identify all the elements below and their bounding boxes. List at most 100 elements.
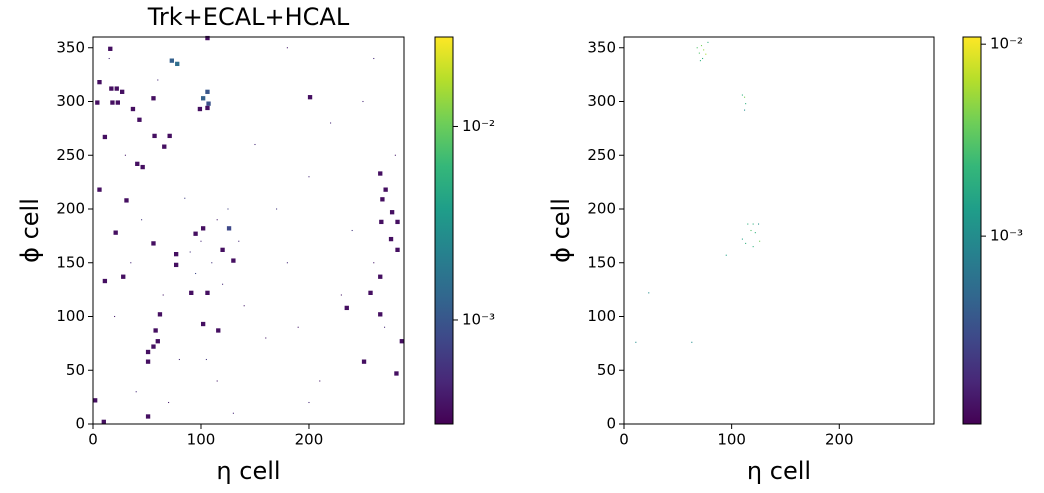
- cell: [200, 226, 206, 231]
- cell: [254, 143, 256, 146]
- cell: [220, 247, 225, 252]
- y-tick-label: 350: [587, 38, 616, 56]
- cell: [389, 210, 395, 215]
- cell: [745, 242, 747, 244]
- cell: [162, 144, 167, 149]
- y-tick-label: 0: [75, 415, 85, 433]
- cell: [216, 380, 218, 382]
- cell: [703, 49, 705, 51]
- cell: [380, 197, 385, 202]
- plot-frame: [623, 36, 935, 425]
- cell: [162, 294, 164, 296]
- cell: [211, 262, 213, 264]
- cell: [178, 358, 180, 361]
- y-tick-label: 350: [56, 38, 85, 56]
- y-tick-label: 250: [587, 146, 616, 164]
- cell: [745, 103, 747, 105]
- cell: [173, 262, 179, 268]
- cell: [168, 401, 170, 404]
- y-tick-label: 300: [587, 92, 616, 110]
- cell: [699, 60, 701, 62]
- y-tick-label: 150: [587, 253, 616, 271]
- cell: [151, 241, 156, 246]
- cell: [222, 283, 224, 285]
- cell: [130, 262, 132, 264]
- cell: [394, 371, 399, 376]
- cell: [265, 337, 267, 339]
- y-tick-label: 0: [606, 415, 616, 433]
- cell: [114, 86, 119, 91]
- x-tick-label: 100: [187, 431, 216, 449]
- cell: [635, 341, 637, 343]
- cell: [124, 154, 126, 156]
- plot-area: [624, 37, 934, 424]
- cell: [362, 100, 364, 103]
- cell: [700, 45, 703, 47]
- colorbar-tick-label: 10⁻²: [990, 35, 1023, 53]
- cell: [750, 229, 752, 232]
- cell: [330, 122, 332, 124]
- cell: [226, 226, 232, 231]
- cell: [206, 101, 211, 106]
- cell: [193, 231, 198, 236]
- cell: [115, 100, 120, 105]
- cell: [388, 236, 394, 242]
- plot-frame: [92, 36, 405, 425]
- x-axis-label: η cell: [216, 457, 280, 485]
- cell: [232, 412, 234, 414]
- cell: [189, 290, 194, 295]
- cell: [747, 223, 749, 225]
- cell: [696, 47, 698, 49]
- cell: [151, 344, 156, 349]
- cell: [205, 290, 210, 295]
- x-tick-label: 200: [825, 431, 854, 449]
- cell: [759, 240, 761, 242]
- cell: [216, 219, 218, 221]
- cell: [189, 251, 191, 253]
- cell: [108, 46, 113, 51]
- colorbar-tick-label: 10⁻³: [990, 227, 1023, 245]
- cell: [97, 80, 102, 85]
- cell: [308, 176, 310, 178]
- cell: [368, 290, 373, 295]
- y-axis-label: ϕ cell: [16, 198, 44, 263]
- cell: [691, 341, 693, 343]
- cell: [361, 359, 367, 364]
- cell: [702, 57, 704, 60]
- cell: [205, 35, 210, 41]
- y-tick-label: 200: [56, 200, 85, 218]
- cell: [378, 171, 383, 176]
- cell: [378, 312, 383, 317]
- cell: [754, 232, 756, 234]
- cell: [384, 326, 386, 328]
- cell: [197, 106, 203, 112]
- cell: [707, 41, 709, 43]
- cell: [394, 154, 396, 156]
- cell: [395, 219, 400, 225]
- y-tick-label: 200: [587, 200, 616, 218]
- cell: [119, 89, 125, 94]
- cell: [175, 61, 180, 67]
- cell: [145, 359, 151, 364]
- cell: [102, 134, 108, 140]
- cell: [145, 349, 151, 355]
- cell: [135, 161, 140, 166]
- y-tick-label: 300: [56, 92, 85, 110]
- cell: [725, 254, 727, 256]
- x-axis-label: η cell: [747, 457, 811, 485]
- cell: [319, 380, 321, 382]
- cell: [238, 240, 240, 242]
- plot-area: [93, 37, 404, 424]
- cell: [744, 96, 746, 98]
- cell: [151, 96, 156, 101]
- cell: [741, 238, 743, 240]
- colorbar: [434, 36, 454, 425]
- cell: [286, 262, 288, 264]
- cell: [752, 223, 754, 225]
- x-tick-label: 100: [717, 431, 746, 449]
- cell: [276, 208, 278, 210]
- y-tick-label: 50: [66, 361, 85, 379]
- cell: [344, 305, 349, 311]
- cell: [200, 240, 202, 242]
- cell: [114, 315, 116, 318]
